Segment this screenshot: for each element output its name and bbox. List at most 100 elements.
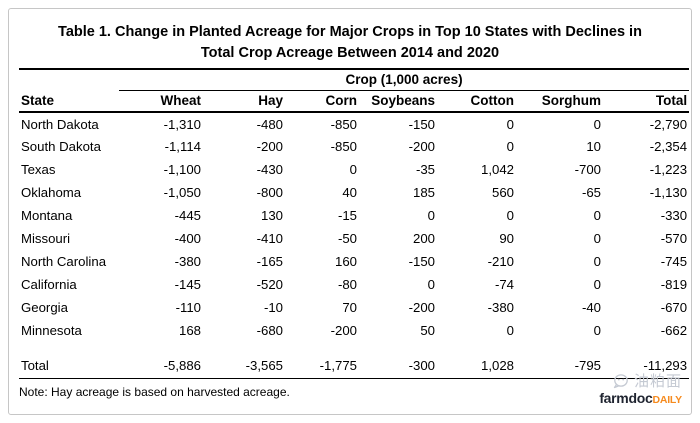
value-cell: -410 (256, 231, 283, 246)
value-cell: -11,293 (603, 354, 690, 379)
wechat-chat-bubble-icon (613, 374, 628, 389)
spacer-row (19, 342, 689, 354)
value-cell: 1,028 (437, 354, 516, 379)
value-cell: -850 (330, 139, 357, 154)
state-cell: California (21, 277, 77, 292)
state-cell: Minnesota (21, 323, 82, 338)
state-cell: Missouri (21, 231, 71, 246)
table-row: Texas -1,100 -430 0 -35 1,042 -700 -1,223 (19, 158, 689, 181)
column-header-corn: Corn (285, 90, 359, 113)
value-cell: 0 (593, 231, 601, 246)
value-cell: -200 (330, 323, 357, 338)
table-row: Minnesota 168 -680 -200 50 0 0 -662 (19, 319, 689, 342)
table-row: Missouri -400 -410 -50 200 90 0 -570 (19, 227, 689, 250)
value-cell: -210 (487, 254, 514, 269)
value-cell: -570 (660, 231, 688, 246)
table-row: Montana -445 130 -15 0 0 0 -330 (19, 204, 689, 227)
value-cell: -795 (516, 354, 603, 379)
table-body: North Dakota -1,310 -480 -850 -150 0 0 -2,790 So… (19, 112, 690, 379)
value-cell: -150 (408, 254, 435, 269)
value-cell: -700 (574, 162, 601, 177)
value-cell: 0 (506, 323, 514, 338)
state-cell: Oklahoma (21, 185, 82, 200)
watermark-chinese-row: 油粕面 (599, 374, 682, 389)
value-cell: 0 (593, 254, 601, 269)
acreage-table: Crop (1,000 acres) State Wheat Hay Corn Soyb… (19, 68, 690, 379)
value-cell: 130 (260, 208, 283, 223)
value-cell: -2,790 (649, 116, 688, 132)
table-note: Note: Hay acreage is based on harvested … (19, 384, 290, 399)
state-cell: Total (19, 354, 119, 379)
table-row: North Carolina -380 -165 160 -150 -210 0 -745 (19, 250, 689, 273)
column-header-total: Total (603, 90, 690, 113)
total-row: Total -5,886 -3,565 -1,775 -300 1,028 -795 -11,… (19, 354, 690, 379)
value-cell: -150 (408, 116, 435, 132)
value-cell: -670 (660, 300, 688, 315)
farmdoc-logo-text: farmdoc (599, 390, 653, 406)
value-cell: 560 (491, 185, 514, 200)
value-cell: -662 (660, 323, 688, 338)
crop-group-header: Crop (1,000 acres) (119, 68, 690, 91)
value-cell: -1,114 (164, 139, 201, 154)
value-cell: -745 (660, 254, 688, 269)
value-cell: -1,050 (163, 185, 201, 200)
state-cell: North Dakota (21, 116, 99, 132)
value-cell: 0 (349, 162, 357, 177)
value-cell: 0 (506, 116, 514, 132)
table-row: North Dakota -1,310 -480 -850 -150 0 0 -2,790 (19, 112, 689, 135)
value-cell: -5,886 (119, 354, 203, 379)
value-cell: -35 (415, 162, 435, 177)
farmdoc-daily-logo: farmdocDAILY (599, 391, 682, 407)
state-cell: Georgia (21, 300, 68, 315)
table-card: Table 1. Change in Planted Acreage for M… (8, 8, 692, 415)
column-header-soybeans: Soybeans (359, 90, 437, 113)
value-cell: -380 (174, 254, 201, 269)
value-cell: -819 (660, 277, 688, 292)
value-cell: -15 (337, 208, 357, 223)
value-cell: -110 (175, 300, 201, 315)
value-cell: -65 (581, 185, 601, 200)
value-cell: -145 (174, 277, 201, 292)
value-cell: 50 (420, 323, 435, 338)
column-header-wheat: Wheat (119, 90, 203, 113)
value-cell: -1,310 (163, 116, 201, 132)
value-cell: -40 (581, 300, 601, 315)
value-cell: 168 (178, 323, 201, 338)
column-header-state: State (19, 90, 119, 113)
value-cell: -200 (408, 139, 435, 154)
value-cell: 70 (342, 300, 357, 315)
value-cell: -3,565 (203, 354, 285, 379)
value-cell: -850 (330, 116, 357, 132)
value-cell: 0 (427, 277, 435, 292)
value-cell: -300 (359, 354, 437, 379)
value-cell: 90 (499, 231, 514, 246)
value-cell: -330 (660, 208, 688, 223)
value-cell: -80 (337, 277, 357, 292)
value-cell: 0 (593, 208, 601, 223)
value-cell: 0 (506, 208, 514, 223)
table-row: Oklahoma -1,050 -800 40 185 560 -65 -1,130 (19, 181, 689, 204)
value-cell: 0 (506, 139, 514, 154)
table-title-line1: Table 1. Change in Planted Acreage for M… (58, 24, 642, 40)
value-cell: -480 (256, 116, 283, 132)
value-cell: -200 (408, 300, 435, 315)
column-header-hay: Hay (203, 90, 285, 113)
spacer-cell (19, 342, 689, 354)
group-header-row: Crop (1,000 acres) (19, 68, 690, 91)
value-cell: 40 (342, 185, 357, 200)
state-cell: North Carolina (21, 254, 107, 269)
table-row: Georgia -110 -10 70 -200 -380 -40 -670 (19, 296, 689, 319)
value-cell: -430 (256, 162, 283, 177)
value-cell: -520 (256, 277, 283, 292)
state-cell: Montana (21, 208, 73, 223)
value-cell: 185 (412, 185, 435, 200)
value-cell: 0 (427, 208, 435, 223)
value-cell: 0 (593, 116, 601, 132)
group-header-corner (19, 68, 119, 90)
value-cell: -800 (256, 185, 283, 200)
value-cell: -50 (337, 231, 357, 246)
column-header-cotton: Cotton (437, 90, 516, 113)
watermark-chinese-text: 油粕面 (633, 373, 682, 390)
table-title: Table 1. Change in Planted Acreage for M… (9, 9, 691, 68)
value-cell: 1,042 (480, 162, 514, 177)
